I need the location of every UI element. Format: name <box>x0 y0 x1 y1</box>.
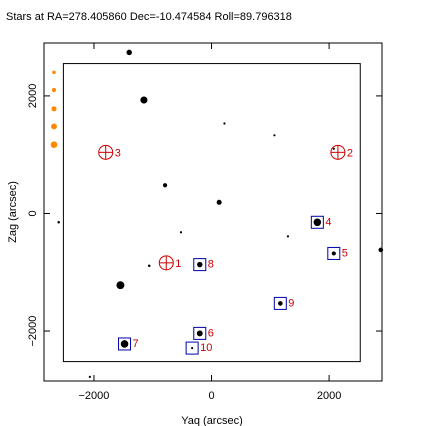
star-point <box>277 301 283 306</box>
star-point <box>286 235 290 238</box>
mag-scale-dot <box>52 70 56 75</box>
star-point <box>216 199 222 205</box>
star-point <box>162 183 168 188</box>
acq-box-label: 10 <box>200 342 212 354</box>
magnitude-scale <box>50 70 58 149</box>
chart-title: Stars at RA=278.405860 Dec=-10.474584 Ro… <box>6 11 292 23</box>
star-point <box>273 134 276 137</box>
guide-star-label: 3 <box>115 147 121 159</box>
star-point <box>140 96 148 104</box>
star-point <box>378 247 384 253</box>
x-axis-label: Yaq (arcsec) <box>181 415 243 426</box>
acq-box <box>327 246 341 260</box>
star-point <box>120 340 129 348</box>
acq-box <box>185 341 199 355</box>
ccd-box <box>62 63 361 363</box>
y-tick-label: 2000 <box>27 84 39 108</box>
star-point <box>223 122 226 125</box>
star-point <box>126 49 132 56</box>
acq-box <box>273 296 287 310</box>
star-point <box>331 251 336 256</box>
star-point <box>191 346 194 350</box>
star-point <box>147 264 151 268</box>
mag-scale-dot <box>51 123 57 130</box>
acq-box <box>118 337 132 351</box>
acq-box-label: 6 <box>208 327 214 339</box>
star-point <box>332 147 335 150</box>
acq-box-label: 4 <box>325 216 331 228</box>
star-point <box>179 231 183 234</box>
stars-layer <box>57 49 384 378</box>
acq-box-label: 8 <box>208 259 214 271</box>
guide-star-label: 2 <box>347 147 353 159</box>
acq-box-label: 5 <box>342 247 348 259</box>
guide-stars-layer: 1 2 3 <box>98 144 353 271</box>
y-tick-label: −2000 <box>27 316 39 347</box>
plot-frame <box>43 42 383 382</box>
x-tick-label: 2000 <box>317 390 341 402</box>
acq-box-label: 7 <box>133 338 139 350</box>
acq-box-label: 9 <box>288 297 294 309</box>
star-point <box>197 261 203 268</box>
acq-boxes-layer: 4 5 6 7 8 9 10 <box>118 215 348 355</box>
star-point <box>196 330 203 337</box>
y-axis-label: Zag (arcsec) <box>7 181 19 243</box>
star-point <box>116 281 125 290</box>
guide-star-label: 1 <box>175 258 181 270</box>
x-tick-label: 0 <box>208 390 214 402</box>
axis-ticks: −2000 0 2000 −2000 0 2000 <box>27 43 382 402</box>
star-point <box>88 375 91 378</box>
mag-scale-dot <box>50 141 58 149</box>
acq-box <box>193 326 207 340</box>
acq-box <box>310 215 324 229</box>
star-point <box>57 221 60 224</box>
star-point <box>313 218 322 227</box>
x-tick-label: −2000 <box>79 390 110 402</box>
acq-box <box>193 258 207 272</box>
mag-scale-dot <box>51 106 57 112</box>
y-tick-label: 0 <box>27 210 39 216</box>
mag-scale-dot <box>51 87 57 93</box>
